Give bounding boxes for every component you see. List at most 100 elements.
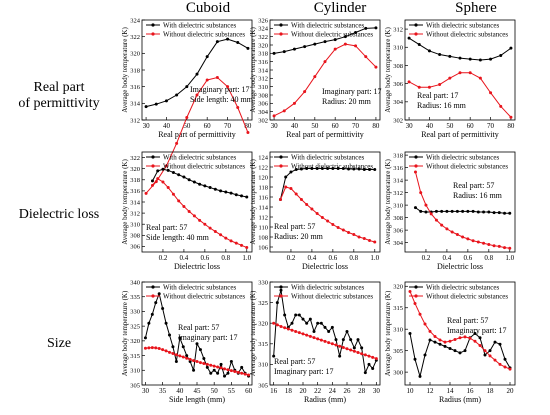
cylinder-size-xtick-label-3: 22 — [314, 387, 322, 395]
cylinder-size-series-with-point-25 — [363, 371, 367, 375]
sphere-real-ytick-label-3: 308 — [393, 63, 403, 70]
sphere-size-series-without-point-19 — [503, 365, 507, 369]
sphere-loss-series-without-point-14 — [487, 243, 491, 246]
sphere-size-series-without-point-20 — [508, 367, 512, 371]
cuboid-size-series-without-point-21 — [216, 365, 220, 369]
cuboid-loss-series-without-point-5 — [177, 199, 181, 203]
sphere-loss-series-without-point-8 — [455, 233, 459, 236]
cuboid-loss-xtick-label-0: 0.2 — [159, 254, 168, 262]
sphere-real-series-with-point-3 — [438, 53, 442, 57]
cuboid-loss-ytick-label-4: 314 — [130, 199, 141, 206]
cylinder-size-legend-with-label: With dielectric substances — [291, 283, 364, 291]
sphere-size-series-without-point-7 — [443, 340, 447, 344]
cuboid-loss-series-without-point-17 — [240, 243, 244, 247]
cylinder-size-series-without-point-26 — [367, 354, 371, 358]
cuboid-size-series-with-point-14 — [192, 368, 196, 372]
cuboid-size-ytick-label-7: 340 — [130, 279, 140, 286]
cylinder-size-series-with-point-7 — [297, 313, 301, 317]
cuboid-real-ytick-label-4: 320 — [130, 51, 140, 58]
cylinder-loss-xtick-label-1: 0.4 — [308, 254, 317, 262]
sphere-loss-ytick-label-2: 308 — [393, 215, 403, 222]
cuboid-size-series-without-point-4 — [157, 347, 161, 351]
sphere-loss-xtick-label-4: 1.0 — [505, 254, 514, 262]
cylinder-loss-series-with-point-7 — [315, 167, 319, 170]
cylinder-size-series-without-point-2 — [279, 324, 283, 328]
sphere-size-series-without-point-13 — [473, 339, 477, 343]
sphere-real-series-without-point-8 — [489, 91, 493, 95]
cuboid-loss-ytick-label-7: 320 — [130, 166, 140, 173]
cuboid-size-ytick-label-1: 310 — [130, 368, 140, 375]
cylinder-size-ytick-label-0: 305 — [258, 382, 268, 389]
cylinder-real-series-without-point-3 — [303, 90, 307, 94]
sphere-loss-xtick-label-1: 0.4 — [443, 254, 452, 262]
cylinder-loss-xtick-label-3: 0.8 — [349, 254, 358, 262]
sphere-real-legend-without-marker — [414, 32, 418, 36]
cylinder-size-series-with-point-5 — [290, 321, 294, 325]
sphere-real-series-with-point-0 — [407, 36, 411, 40]
sphere-size-series-without-point-3 — [423, 322, 427, 326]
sphere-size-series-with-point-10 — [458, 351, 462, 355]
sphere-loss-xtick-label-0: 0.2 — [422, 254, 431, 262]
sphere-size-panel: 10 12 14 16 18 20 300 305 310 315 320 Radius (mm) Av… — [384, 281, 516, 404]
cuboid-size-ytick-label-3: 320 — [130, 338, 140, 345]
cylinder-loss-xlabel: Dielectric loss — [302, 262, 348, 271]
sphere-real-series-with-point-9 — [499, 53, 503, 57]
cuboid-size-series-without-point-13 — [188, 357, 192, 361]
cuboid-size-series-without-point-28 — [240, 371, 244, 375]
cylinder-loss-xtick-label-4: 1.0 — [370, 254, 379, 262]
cylinder-real-series-with-point-9 — [364, 26, 368, 30]
sphere-real-ytick-label-2: 306 — [393, 81, 404, 88]
sphere-real-series-with-point-5 — [458, 56, 462, 60]
cuboid-size-series-with-point-21 — [216, 371, 220, 375]
cuboid-loss-series-with-point-7 — [187, 178, 191, 182]
sphere-size-ytick-label-4: 320 — [393, 284, 403, 291]
sphere-loss-series-with-point-6 — [445, 209, 449, 213]
cuboid-real-ytick-label-3: 318 — [130, 67, 140, 74]
cuboid-size-series-with-point-16 — [198, 348, 202, 352]
sphere-real-series-with-point-8 — [489, 57, 493, 61]
sphere-size-frame — [404, 281, 516, 386]
sphere-size-series-without-point-0 — [408, 289, 412, 293]
cylinder-real-legend-without-label: Without dielectric substances — [291, 30, 373, 38]
sphere-loss-series-without-point-13 — [482, 241, 486, 245]
cylinder-size-ytick-label-4: 325 — [258, 300, 268, 307]
cuboid-size-series-with-point-12 — [185, 354, 189, 358]
cuboid-loss-series-without-point-7 — [187, 209, 191, 213]
cylinder-size-series-without-point-21 — [349, 348, 353, 352]
cylinder-size-series-with-point-17 — [334, 338, 338, 342]
sphere-real-panel: 30 40 50 60 70 80 302 304 306 308 310 312 Real part … — [384, 19, 516, 139]
cylinder-real-series-without-point-7 — [343, 42, 347, 46]
cuboid-size-annotation-1: Imaginary part: 17 — [178, 333, 238, 342]
cylinder-real-series-without-point-1 — [282, 109, 286, 113]
cylinder-size-legend-with-marker — [279, 285, 283, 289]
sphere-real-xtick-label-1: 40 — [426, 122, 434, 130]
cylinder-size-series-with-point-0 — [272, 354, 276, 358]
cylinder-loss-series-with-point-14 — [352, 167, 356, 171]
cuboid-size-ytick-label-6: 335 — [130, 294, 140, 301]
cylinder-real-series-with-point-6 — [333, 38, 337, 42]
cylinder-real-series-without-point-8 — [354, 44, 358, 48]
cylinder-size-series-with-point-6 — [294, 313, 298, 317]
cuboid-loss-series-without-point-9 — [198, 218, 202, 222]
cylinder-size-series-without-point-25 — [363, 353, 367, 357]
cylinder-size-ytick-label-5: 330 — [258, 279, 268, 286]
sphere-real-legend-with-label: With dielectric substances — [426, 21, 499, 29]
cuboid-size-series-without-point-1 — [147, 346, 151, 350]
cuboid-size-series-with-point-13 — [188, 359, 192, 363]
cylinder-loss-annotation-0: Real part: 57 — [274, 222, 315, 231]
cuboid-real-series-with-point-3 — [175, 93, 179, 97]
cuboid-loss-legend-with-label: With dielectric substances — [163, 153, 236, 161]
cylinder-loss-series-without-point-10 — [331, 223, 335, 226]
sphere-size-legend-without-marker — [414, 294, 418, 298]
cuboid-size-series-without-point-19 — [209, 363, 213, 367]
cylinder-loss-xtick-label-0: 0.2 — [287, 254, 296, 262]
cuboid-loss-ylabel: Average body temperature (K) — [121, 159, 129, 245]
sphere-real-annotation-0: Real part: 17 — [417, 91, 458, 100]
cuboid-size-xtick-label-3: 45 — [194, 387, 202, 395]
cylinder-real-series-without-point-5 — [323, 60, 327, 64]
cuboid-size-legend-with-label: With dielectric substances — [163, 283, 236, 291]
cuboid-size-legend-without-marker — [151, 294, 155, 298]
sphere-size-annotation-0: Real part: 57 — [447, 316, 488, 325]
cuboid-loss-series-with-point-10 — [203, 184, 207, 188]
sphere-real-ytick-label-5: 312 — [393, 26, 403, 33]
